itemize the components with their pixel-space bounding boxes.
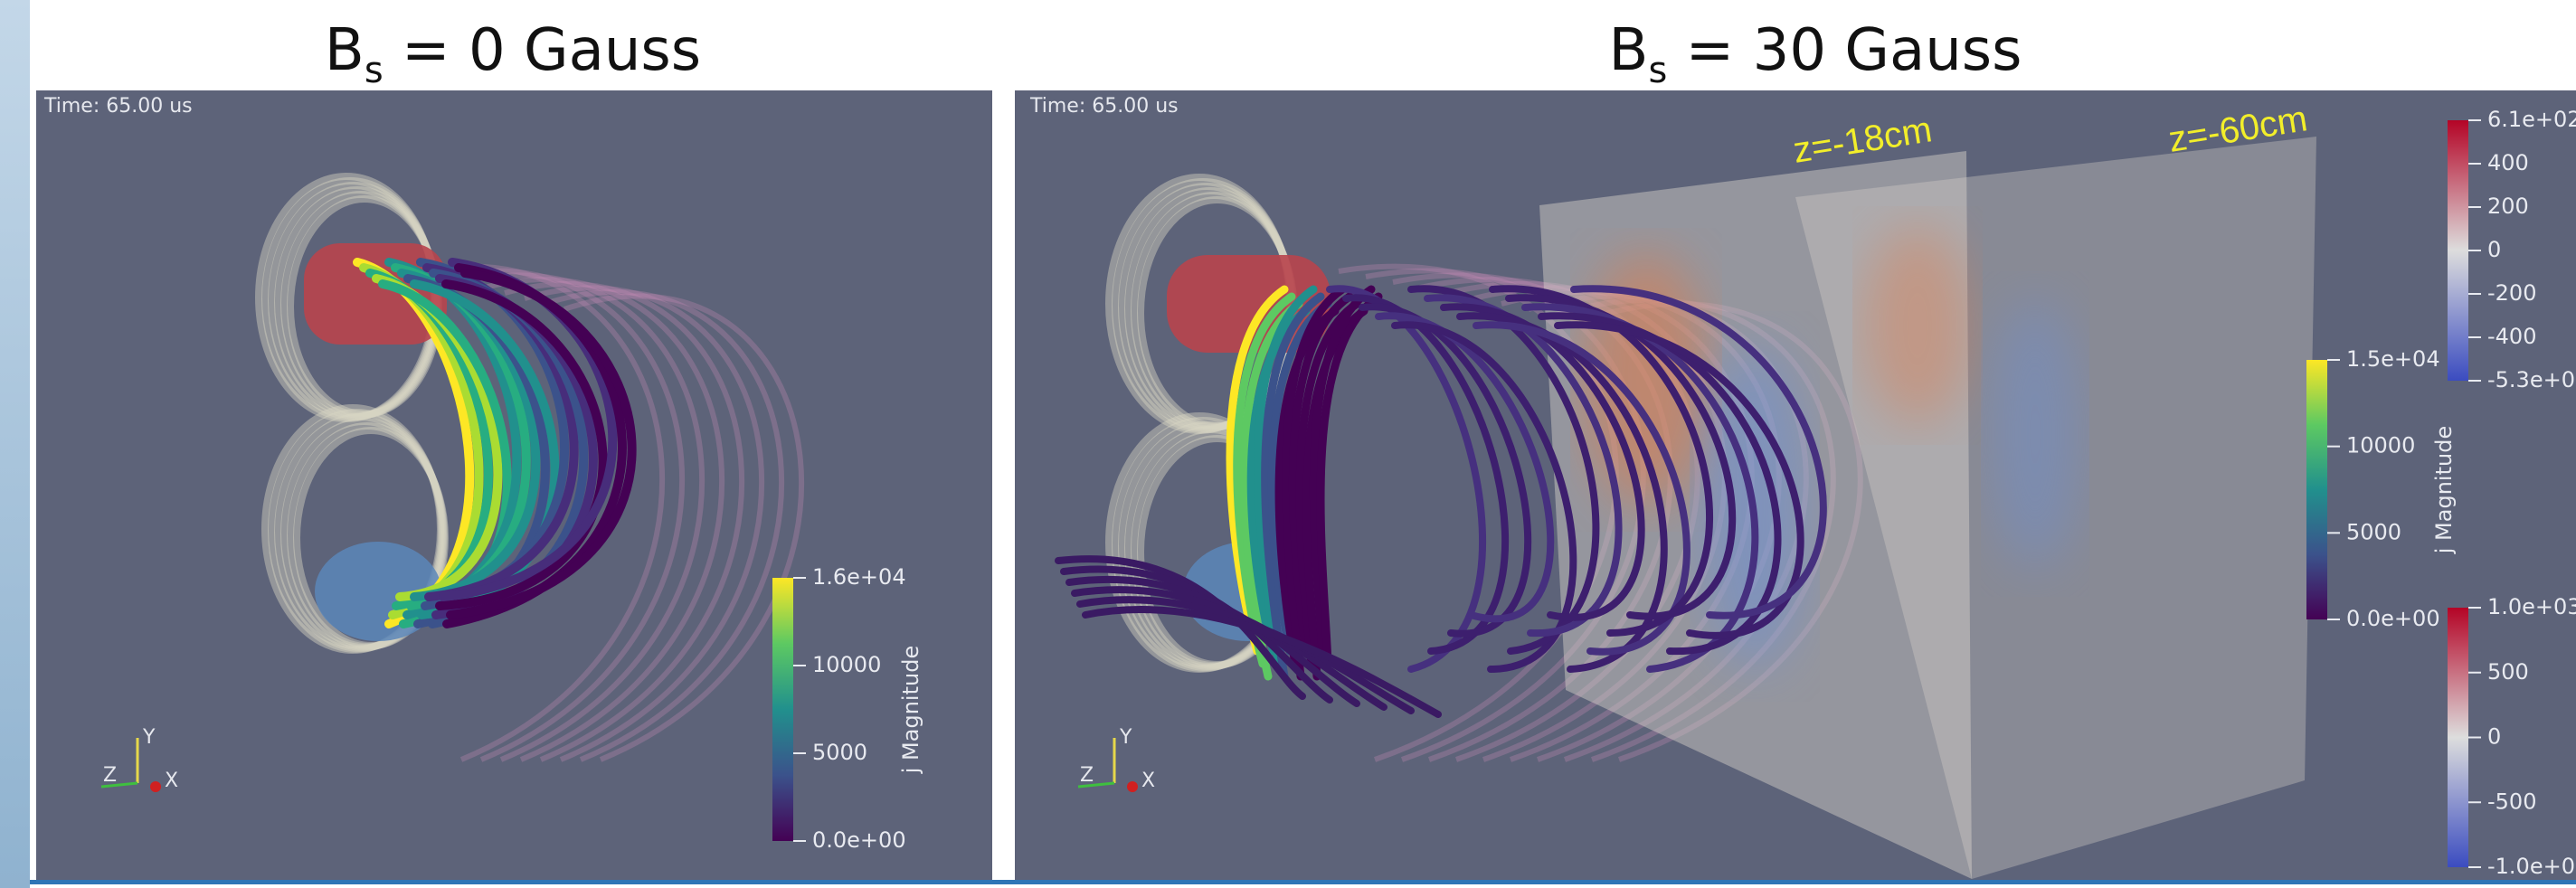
colorbar-tick-label: -200 xyxy=(2487,280,2536,306)
title-text: = 30 Gauss xyxy=(1667,17,2022,84)
electrode-red xyxy=(304,243,447,345)
colorbar-tick-label: 10000 xyxy=(812,652,881,677)
axis-label: X xyxy=(165,770,178,792)
left-title: Bs = 0 Gauss xyxy=(325,17,701,91)
time-label: Time: 65.00 us xyxy=(43,95,193,118)
axis-label: Z xyxy=(1080,764,1094,787)
axis-x xyxy=(1127,781,1138,792)
colorbar-tick-label: -1.0e+03 xyxy=(2487,854,2576,879)
slice-field xyxy=(1990,298,2080,570)
slice-field xyxy=(1863,226,1972,425)
axis-x xyxy=(150,781,161,792)
colorbar xyxy=(2306,360,2327,619)
colorbar-title: j Magnitude xyxy=(898,646,923,774)
colorbar-title: j Magnitude xyxy=(2431,426,2457,554)
colorbar-tick-label: 5000 xyxy=(812,740,867,765)
colorbar-tick-label: -400 xyxy=(2487,324,2536,349)
colorbar-tick-label: 200 xyxy=(2487,194,2529,219)
colorbar-tick-label: 0 xyxy=(2487,724,2501,750)
bottom-rule xyxy=(30,880,2576,884)
axis-label: Y xyxy=(142,726,156,749)
colorbar-tick-label: 1.0e+03 xyxy=(2487,594,2576,619)
colorbar-tick-label: -5.3e+02 xyxy=(2487,367,2576,392)
slide: Bs = 0 Gauss Bs = 30 Gauss Time: 65.00 u… xyxy=(0,0,2576,888)
axis-label: Z xyxy=(103,764,117,787)
right-title: Bs = 30 Gauss xyxy=(1609,17,2022,91)
colorbar-tick-label: 0.0e+00 xyxy=(2346,606,2440,631)
page: Bs = 0 Gauss Bs = 30 Gauss Time: 65.00 u… xyxy=(0,0,2576,888)
title-text: = 0 Gauss xyxy=(384,17,701,84)
title-subscript: s xyxy=(365,50,384,91)
colorbar-tick-label: 1.5e+04 xyxy=(2346,346,2440,372)
colorbar xyxy=(772,578,793,841)
colorbar-tick-label: 1.6e+04 xyxy=(812,564,906,590)
axis-label: X xyxy=(1141,770,1155,792)
colorbar-tick-label: 10000 xyxy=(2346,433,2415,458)
title-base: B xyxy=(1609,17,1649,84)
colorbar xyxy=(2448,608,2468,867)
title-subscript: s xyxy=(1648,50,1667,91)
colorbar-tick-label: -500 xyxy=(2487,789,2536,814)
axis-label: Y xyxy=(1119,726,1132,749)
colorbar-tick-label: 500 xyxy=(2487,659,2529,685)
colorbar-tick-label: 5000 xyxy=(2346,519,2401,544)
colorbar-tick-label: 6.1e+02 xyxy=(2487,107,2576,132)
time-label: Time: 65.00 us xyxy=(1029,95,1179,118)
colorbar-tick-label: 400 xyxy=(2487,150,2529,175)
title-base: B xyxy=(325,17,365,84)
colorbar xyxy=(2448,120,2468,381)
side-strip xyxy=(0,0,30,888)
colorbar-tick-label: 0 xyxy=(2487,237,2501,262)
colorbar-tick-label: 0.0e+00 xyxy=(812,827,906,853)
